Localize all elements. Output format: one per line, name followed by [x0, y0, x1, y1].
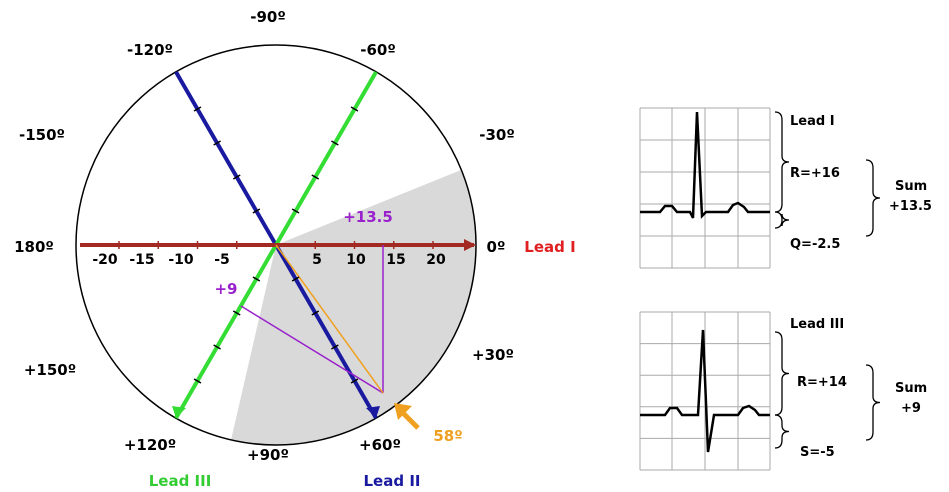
annotation: +13.5: [343, 208, 393, 226]
angle-label: -120º: [127, 41, 173, 59]
ecg-trace: [640, 111, 770, 219]
ecg-trace: [640, 329, 770, 453]
tick: [213, 140, 221, 146]
axis-sector: [231, 170, 476, 446]
angle-label: 0º: [487, 238, 506, 256]
brace: [774, 414, 790, 449]
lead-iii-arrow: [172, 406, 186, 418]
tick: [331, 344, 339, 350]
tick: [252, 208, 261, 214]
brace: [774, 211, 790, 229]
scale-label: -20: [92, 252, 118, 268]
tick: [291, 276, 300, 282]
angle-label: +120º: [124, 436, 176, 454]
lead-label: Lead II: [364, 472, 421, 490]
tick: [291, 208, 300, 214]
panel-title: Lead I: [790, 114, 835, 129]
angle-label: -30º: [479, 126, 515, 144]
angle-label: -150º: [19, 126, 65, 144]
angle-label: +150º: [24, 361, 76, 379]
scale-label: -5: [214, 252, 230, 268]
angle-label: +30º: [472, 346, 514, 364]
angle-arrowhead: [394, 403, 412, 420]
angle-label: 180º: [14, 238, 54, 256]
scale-label: 5: [312, 252, 322, 268]
lead-ii-arrow: [366, 406, 380, 418]
scale-label: 20: [426, 252, 446, 268]
lead-label: Lead I: [524, 238, 575, 256]
panel-title: Lead III: [790, 317, 844, 332]
wave-label: S=-5: [800, 445, 835, 460]
sum-label: Sum: [895, 179, 927, 194]
annotation: 58º: [433, 427, 462, 445]
sum-label: Sum: [895, 381, 927, 396]
tick: [350, 106, 359, 112]
scale-label: 15: [386, 252, 405, 268]
angle-label: +90º: [247, 446, 289, 464]
tick: [232, 174, 241, 180]
tick: [331, 140, 339, 146]
scale-label: 10: [346, 252, 366, 268]
wave-label: R=+14: [797, 375, 847, 390]
axis-ticks: [118, 106, 434, 384]
ecg-panels: [639, 107, 881, 471]
angle-label: -90º: [250, 8, 286, 26]
wave-label: Q=-2.5: [790, 237, 840, 252]
brace: [865, 364, 881, 441]
tick: [193, 378, 202, 384]
mean-axis-line: [275, 244, 384, 394]
tick: [193, 106, 202, 112]
projection-line: [240, 305, 384, 394]
scale-label: -10: [168, 252, 194, 268]
angle-label: -60º: [360, 41, 396, 59]
angle-arrow: [400, 410, 420, 430]
brace: [774, 331, 790, 416]
tick: [232, 310, 241, 316]
tick: [311, 310, 320, 316]
sum-value: +13.5: [889, 199, 932, 214]
annotation: +9: [214, 280, 237, 298]
tick: [350, 378, 359, 384]
hexaxial-wheel: [75, 44, 477, 446]
angle-label: +60º: [359, 436, 401, 454]
brace: [865, 159, 881, 237]
brace: [774, 111, 790, 213]
tick: [252, 276, 261, 282]
wave-label: R=+16: [790, 166, 840, 181]
sum-value: +9: [901, 401, 921, 416]
tick: [213, 344, 221, 350]
tick: [311, 174, 320, 180]
scale-label: -15: [129, 252, 154, 268]
lead-i-arrow: [464, 239, 476, 251]
lead-label: Lead III: [149, 472, 212, 490]
